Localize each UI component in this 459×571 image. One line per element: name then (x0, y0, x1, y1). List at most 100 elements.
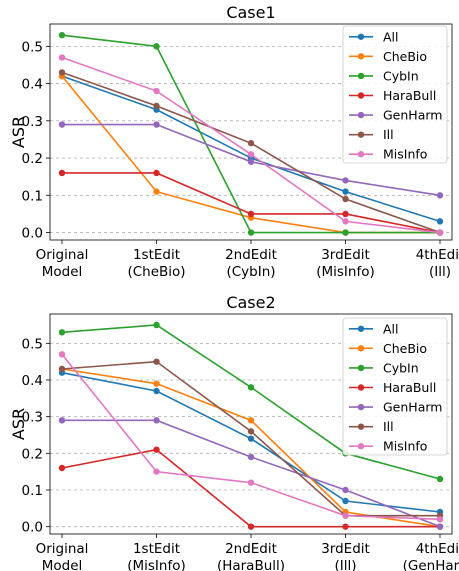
data-point (58, 464, 66, 472)
data-point (436, 229, 444, 236)
data-point (58, 54, 66, 61)
data-point (58, 351, 66, 358)
y-tick-label: 0.3 (22, 114, 43, 130)
data-point (247, 435, 255, 442)
data-point (58, 417, 66, 424)
x-tick-label: Original Model (36, 541, 89, 571)
data-point (153, 446, 160, 453)
data-point (342, 218, 349, 225)
x-tick-label: 3rdEdit (MisInfo) (316, 247, 375, 280)
legend-label: CybIn (383, 68, 419, 83)
legend-label: Ill (383, 419, 394, 434)
data-point (58, 31, 66, 39)
data-point (247, 151, 255, 158)
y-tick-label: 0.0 (22, 520, 43, 536)
data-point (153, 321, 160, 329)
legend-swatch-marker (357, 443, 365, 450)
y-tick-label: 0.5 (22, 336, 43, 352)
legend-label: HaraBull (383, 380, 436, 395)
legend-swatch-marker (357, 111, 365, 119)
x-tick-label: 1stEdit (CheBio) (127, 247, 185, 280)
data-point (153, 380, 160, 387)
legend-label: CheBio (383, 49, 427, 64)
legend-swatch-marker (357, 151, 365, 158)
data-point (247, 479, 255, 486)
data-point (342, 177, 349, 184)
x-tick-label: 1stEdit (MisInfo) (127, 541, 186, 571)
data-point (247, 158, 255, 165)
data-point (247, 384, 255, 391)
data-point (342, 512, 349, 519)
data-point (153, 43, 160, 50)
chart-title: Case1 (226, 3, 275, 22)
data-point (342, 210, 349, 218)
data-point (153, 169, 160, 177)
series-misinfo (58, 351, 444, 523)
legend-label: Ill (383, 127, 394, 142)
data-point (342, 497, 349, 505)
legend-swatch-marker (357, 325, 365, 332)
y-tick-label: 0.5 (22, 39, 43, 55)
chart-panel-1: Case1 0.0 0.1 0.2 0.3 0.4 0.5 ASR Original Model 1… (9, 3, 459, 280)
legend-label: CheBio (383, 341, 427, 356)
data-point (342, 188, 349, 195)
legend: All CheBio CybIn HaraBull GenHarm Ill MisInfo (342, 25, 448, 164)
legend-swatch-marker (357, 384, 365, 391)
series-genharm (58, 417, 444, 530)
y-tick-label: 0.1 (22, 188, 43, 204)
data-point (247, 523, 255, 530)
data-point (342, 523, 349, 530)
y-tick-label: 0.2 (22, 446, 43, 462)
legend-label: GenHarm (383, 108, 442, 123)
y-tick-label: 0.3 (22, 410, 43, 426)
series-all (58, 369, 444, 516)
data-point (247, 417, 255, 424)
data-point (153, 417, 160, 424)
legend-swatch-marker (357, 131, 365, 138)
data-point (247, 210, 255, 218)
data-point (436, 192, 444, 199)
data-point (58, 365, 66, 373)
data-point (436, 516, 444, 523)
data-point (153, 188, 160, 195)
data-point (58, 329, 66, 336)
chart-title: Case2 (226, 293, 275, 312)
legend-label: All (383, 29, 399, 44)
legend-label: MisInfo (383, 439, 427, 454)
legend-swatch-marker (357, 403, 365, 411)
x-tick-label: Original Model (36, 247, 89, 280)
data-point (153, 102, 160, 110)
legend-swatch-marker (357, 345, 365, 352)
y-tick-label: 0.2 (22, 151, 43, 167)
data-point (58, 69, 66, 76)
series-genharm (58, 121, 444, 199)
y-tick-label: 0.1 (22, 483, 43, 499)
data-point (58, 121, 66, 128)
x-tick-label: 2ndEdit (CybIn) (225, 247, 277, 280)
x-tick-label: 4thEdit(Ill) (416, 247, 459, 280)
x-tick-label: 4thEdit(GenHarm) (403, 541, 459, 571)
data-point (153, 121, 160, 128)
chart-panel-2: Case2 0.0 0.1 0.2 0.3 0.4 0.5 ASR Original Model 1… (9, 293, 459, 571)
data-point (247, 229, 255, 236)
data-point (153, 87, 160, 95)
x-tick-label: 3rdEdit (Ill) (321, 541, 370, 571)
y-tick-label: 0.4 (22, 373, 43, 389)
data-point (342, 195, 349, 203)
legend-swatch-marker (357, 423, 365, 430)
data-point (247, 453, 255, 461)
legend-swatch-marker (357, 72, 365, 80)
legend-label: GenHarm (383, 400, 442, 415)
data-point (247, 139, 255, 147)
data-point (153, 387, 160, 395)
data-point (342, 229, 349, 236)
data-point (342, 486, 349, 494)
data-point (436, 475, 444, 483)
data-point (436, 218, 444, 225)
data-point (153, 358, 160, 365)
y-tick-label: 0.4 (22, 77, 43, 93)
data-point (153, 468, 160, 475)
legend: All CheBio CybIn HaraBull GenHarm Ill MisInfo (342, 317, 448, 456)
